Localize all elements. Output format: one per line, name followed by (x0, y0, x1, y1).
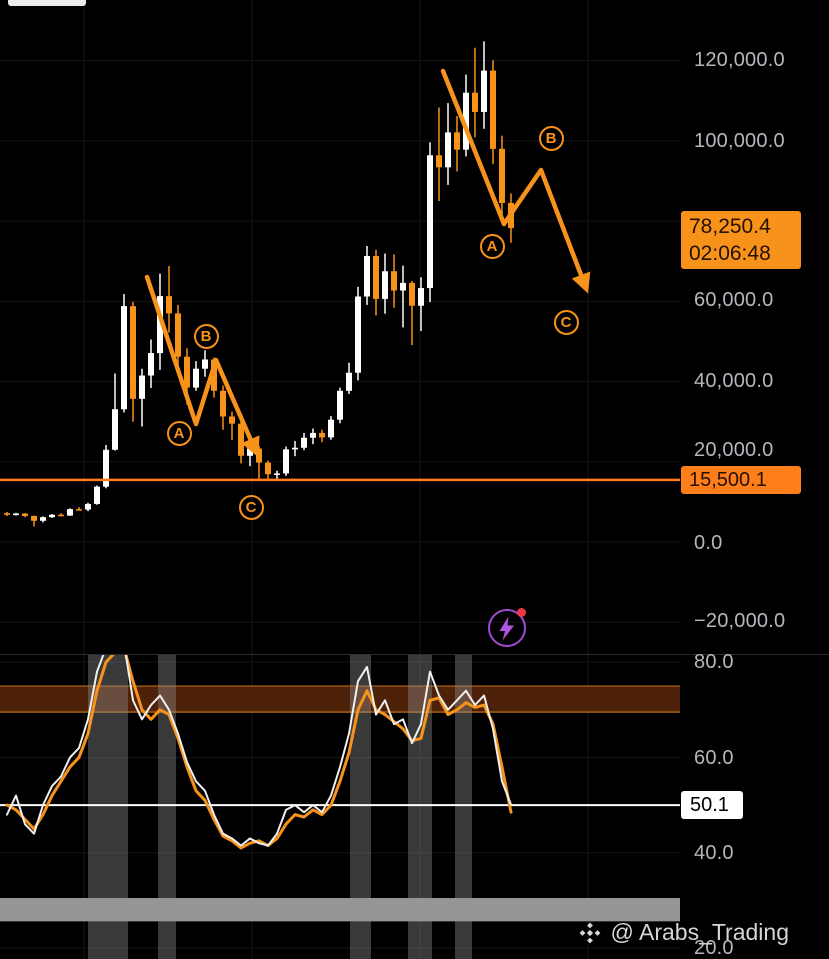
axis-label: 60.0 (694, 747, 734, 769)
gridlines (0, 0, 680, 959)
axis-label: 100,000.0 (694, 130, 785, 152)
axis-label: 60,000.0 (694, 289, 774, 311)
wave-annotations[interactable] (144, 68, 591, 458)
wave-label-b[interactable]: B (193, 323, 219, 349)
wave-label-b[interactable]: B (538, 125, 564, 151)
wave-label-a[interactable]: A (166, 420, 192, 446)
highlight-column (455, 655, 472, 959)
binance-diamond-icon (578, 921, 602, 945)
axis-label: 80.0 (694, 651, 734, 673)
status-bar-remnant (8, 0, 86, 6)
axis-label: 120,000.0 (694, 49, 785, 71)
rsi-series (5, 655, 513, 850)
axis-label: 0.0 (694, 532, 723, 554)
boost-button[interactable] (488, 608, 526, 647)
lightning-icon (490, 612, 524, 645)
axis-label: 40,000.0 (694, 370, 774, 392)
price-level-badge: 15,500.1 (681, 466, 801, 494)
rsi-white-line (6, 655, 512, 847)
highlight-column (350, 655, 371, 959)
candle-countdown: 02:06:48 (689, 242, 771, 265)
rsi-orange-line (5, 655, 513, 850)
axis-label: 40.0 (694, 842, 734, 864)
highlight-column (158, 655, 176, 959)
abc-correction-arrow[interactable] (440, 68, 591, 294)
rsi-value-badge: 50.1 (681, 791, 743, 819)
last-price-badge: 78,250.4 02:06:48 (681, 211, 801, 269)
axis-label: 20.0 (694, 937, 734, 959)
watermark: @ Arabs_Trading (578, 919, 789, 946)
wave-label-c[interactable]: C (238, 494, 264, 520)
axis-label: −20,000.0 (694, 610, 786, 632)
wave-label-a[interactable]: A (479, 233, 505, 259)
candlestick-series (4, 41, 514, 527)
last-price-value: 78,250.4 (689, 215, 771, 238)
notification-dot (517, 608, 526, 617)
abc-correction-arrow[interactable] (144, 274, 260, 458)
rsi-background-zones (0, 655, 680, 959)
axis-label: 20,000.0 (694, 439, 774, 461)
wave-label-c[interactable]: C (553, 309, 579, 335)
watermark-text: @ Arabs_Trading (610, 919, 789, 945)
